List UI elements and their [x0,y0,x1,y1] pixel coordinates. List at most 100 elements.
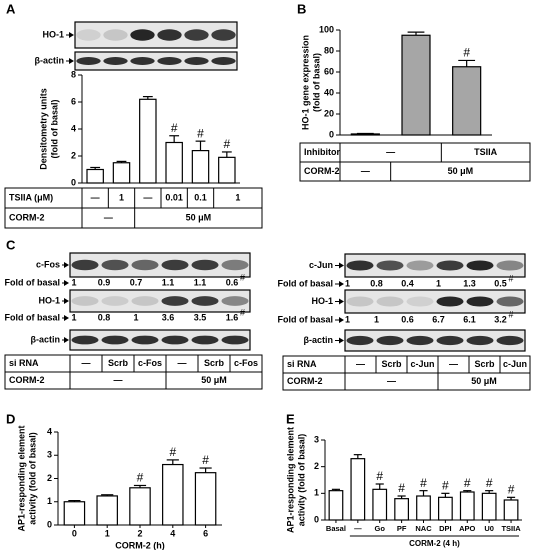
blot-band [71,296,99,306]
blot-band [103,29,128,41]
y-tick-label: 20 [324,108,334,118]
bar [218,156,236,184]
y-tick-label: 80 [324,45,334,55]
fold-value: 0.6 [401,314,414,324]
blot-band [221,335,249,345]
table-row [4,207,263,229]
panel-label: B [297,1,306,16]
panel-label: D [6,411,15,426]
x-tick-label: 6 [203,528,208,538]
cell-text: — [356,359,365,369]
panel-label: A [6,1,16,16]
cell-text: 1 [235,192,240,202]
significance-mark: # [240,307,245,317]
fold-value: 3.6 [162,312,175,322]
fold-value: 6.7 [432,314,445,324]
blot-label: β-actin [35,55,65,65]
blot-band [496,260,524,271]
x-tick-label: U0 [484,524,494,533]
y-tick-label: 1 [47,496,52,506]
fold-value: 3.5 [194,312,207,322]
y-axis-label: HO-1 gene expression [300,35,310,130]
blot-band [376,296,404,307]
bar [165,141,183,184]
bar [112,162,131,184]
bar [191,150,210,184]
cell-text: — [386,147,395,157]
blot-frame [69,252,251,278]
fold-value: 1 [71,277,76,287]
blot-band [101,259,129,271]
cell-text: 0.1 [194,192,207,202]
y-axis-label: AP1-responding element [16,425,26,531]
fold-value: 0.6 [226,277,239,287]
y-axis-label: activity (fold of basal) [27,432,37,525]
cell-text: c-Fos [138,358,162,368]
blot-label: HO-1 [311,296,333,306]
blot-band [221,296,249,306]
significance-mark: # [509,273,514,283]
bar [459,491,475,521]
blot-band [406,296,434,307]
y-tick-label: 6 [71,96,76,106]
y-axis-label: Densitometry units [38,88,48,170]
blot-band [71,259,99,271]
row-label: si RNA [287,359,317,369]
bar [394,498,409,521]
bar [452,66,482,136]
bar [481,492,497,521]
cell-text: — [104,212,113,222]
table-row [299,161,531,182]
blot-band [466,335,494,346]
blot-band [191,259,219,271]
table-row [282,372,531,391]
blot-frame [344,329,526,352]
y-tick-label: 8 [71,69,76,79]
y-tick-label: 3 [314,434,319,444]
significance-mark: # [486,476,493,490]
fold-value: 0.8 [370,278,383,288]
fold-label: Fold of basal [277,278,333,288]
x-tick-label: PF [397,524,407,533]
y-tick-label: 0 [71,177,76,187]
blot-label: HO-1 [38,295,60,305]
y-tick-label: 3 [47,450,52,460]
arrow-head [64,262,69,268]
fold-value: 0.7 [130,277,143,287]
blot-band [211,29,236,41]
fold-value: 1 [345,314,350,324]
row-label: Inhibitor [304,147,340,157]
cell-text: — [361,166,370,176]
bar [86,168,104,184]
bar [162,463,184,526]
blot-band [101,335,129,345]
y-tick-label: 0 [329,129,334,139]
blot-label: c-Fos [36,259,60,269]
blot-band [346,296,374,307]
y-axis-label: (fold of basal) [49,100,59,159]
blot-band [131,335,159,345]
x-tick-label: 2 [137,528,142,538]
cell-text: — [449,359,458,369]
significance-mark: # [442,479,449,493]
y-tick-label: 0 [314,514,319,524]
blot-band [161,259,189,271]
table-row [4,371,263,390]
bar [194,472,217,526]
blot-frame [74,51,238,71]
y-tick-label: 1 [314,488,319,498]
y-tick-label: 100 [319,24,334,34]
blot-band [130,29,155,41]
cell-text: 50 μM [201,375,227,385]
arrow-head [339,298,344,305]
blot-band [436,296,464,307]
significance-mark: # [509,309,514,319]
cell-text: TSIIA [474,147,498,157]
blot-band [157,57,182,65]
significance-mark: # [508,483,515,497]
blot-band [191,335,219,345]
bar [328,490,344,521]
blot-label: β-actin [304,335,334,345]
fold-value: 1 [345,278,350,288]
blot-band [346,335,374,346]
